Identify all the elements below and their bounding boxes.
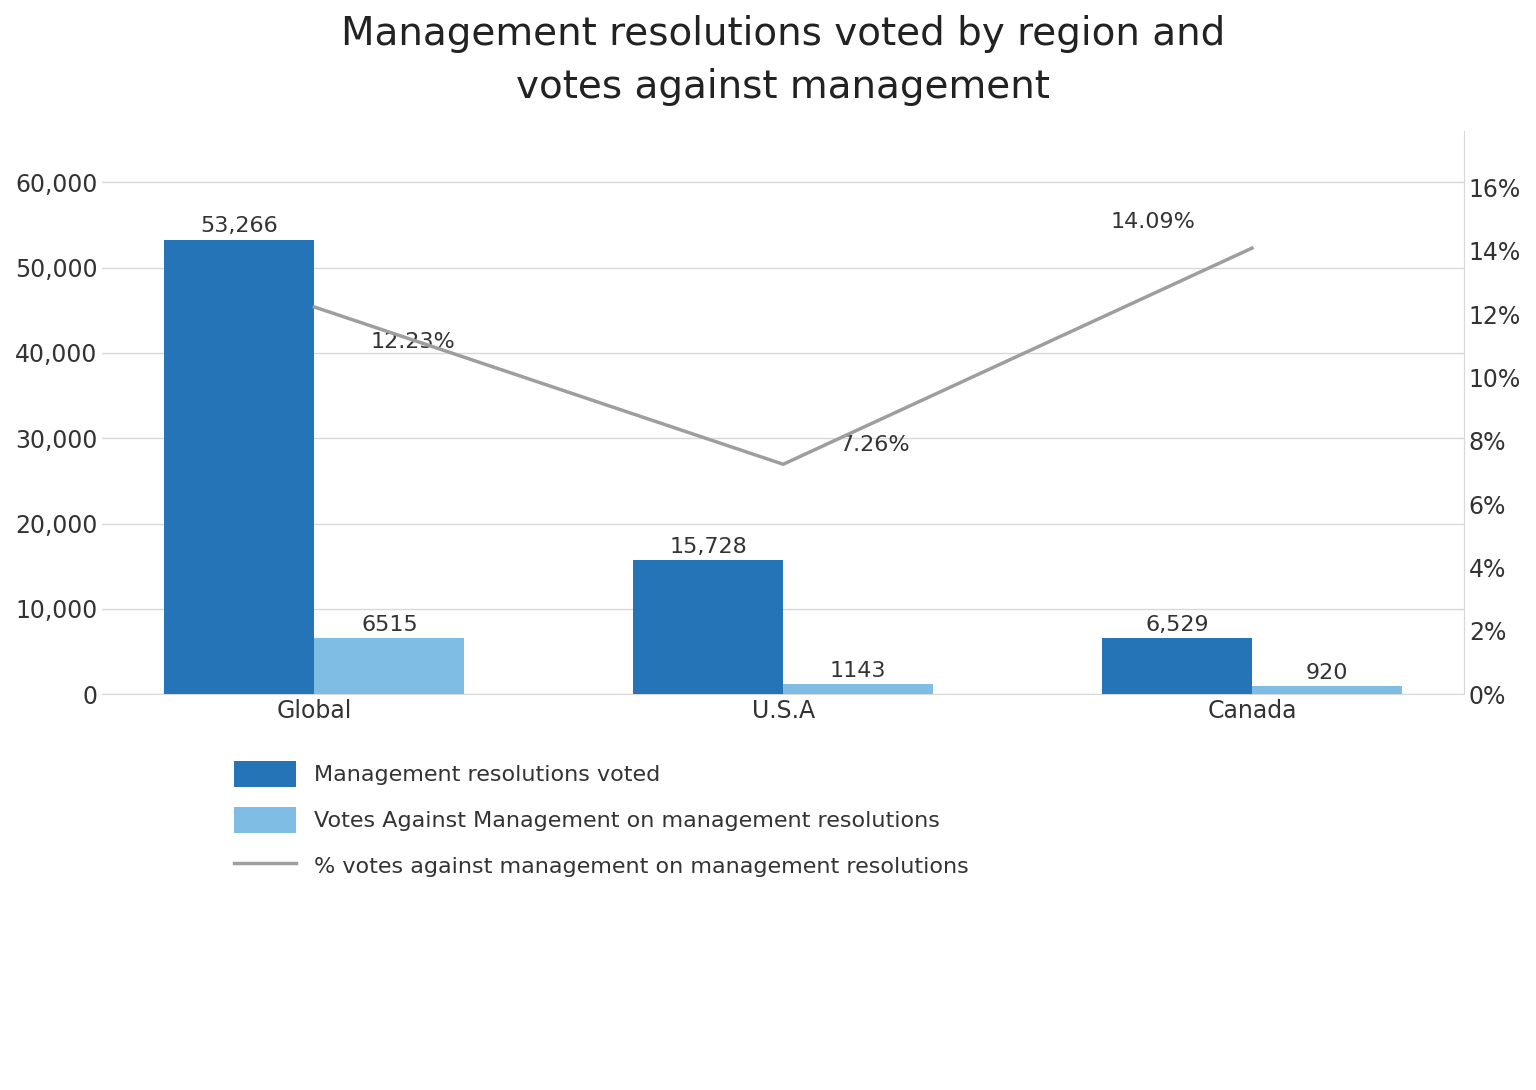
Title: Management resolutions voted by region and
votes against management: Management resolutions voted by region a… <box>341 15 1226 106</box>
% votes against management on management resolutions <box>1243 242 1261 255</box>
Bar <box>1101 639 1252 694</box>
Bar <box>783 685 934 694</box>
Text: 53,266: 53,266 <box>201 217 278 237</box>
Text: 920: 920 <box>1306 663 1349 682</box>
Text: 6515: 6515 <box>361 615 418 635</box>
Text: 6,529: 6,529 <box>1146 615 1209 635</box>
Text: 7.26%: 7.26% <box>840 435 909 455</box>
Bar <box>315 639 464 694</box>
Text: 15,728: 15,728 <box>670 536 746 557</box>
Bar <box>164 240 315 694</box>
Text: 12.23%: 12.23% <box>370 332 455 352</box>
% votes against management on management resolutions <box>774 458 793 471</box>
Text: 1143: 1143 <box>829 661 886 681</box>
% votes against management on management resolutions <box>306 301 324 314</box>
Line: % votes against management on management resolutions: % votes against management on management… <box>315 249 1252 464</box>
Bar <box>633 560 783 694</box>
Text: 14.09%: 14.09% <box>1111 213 1195 232</box>
Bar <box>1252 687 1402 694</box>
Legend: Management resolutions voted, Votes Against Management on management resolutions: Management resolutions voted, Votes Agai… <box>223 750 980 889</box>
